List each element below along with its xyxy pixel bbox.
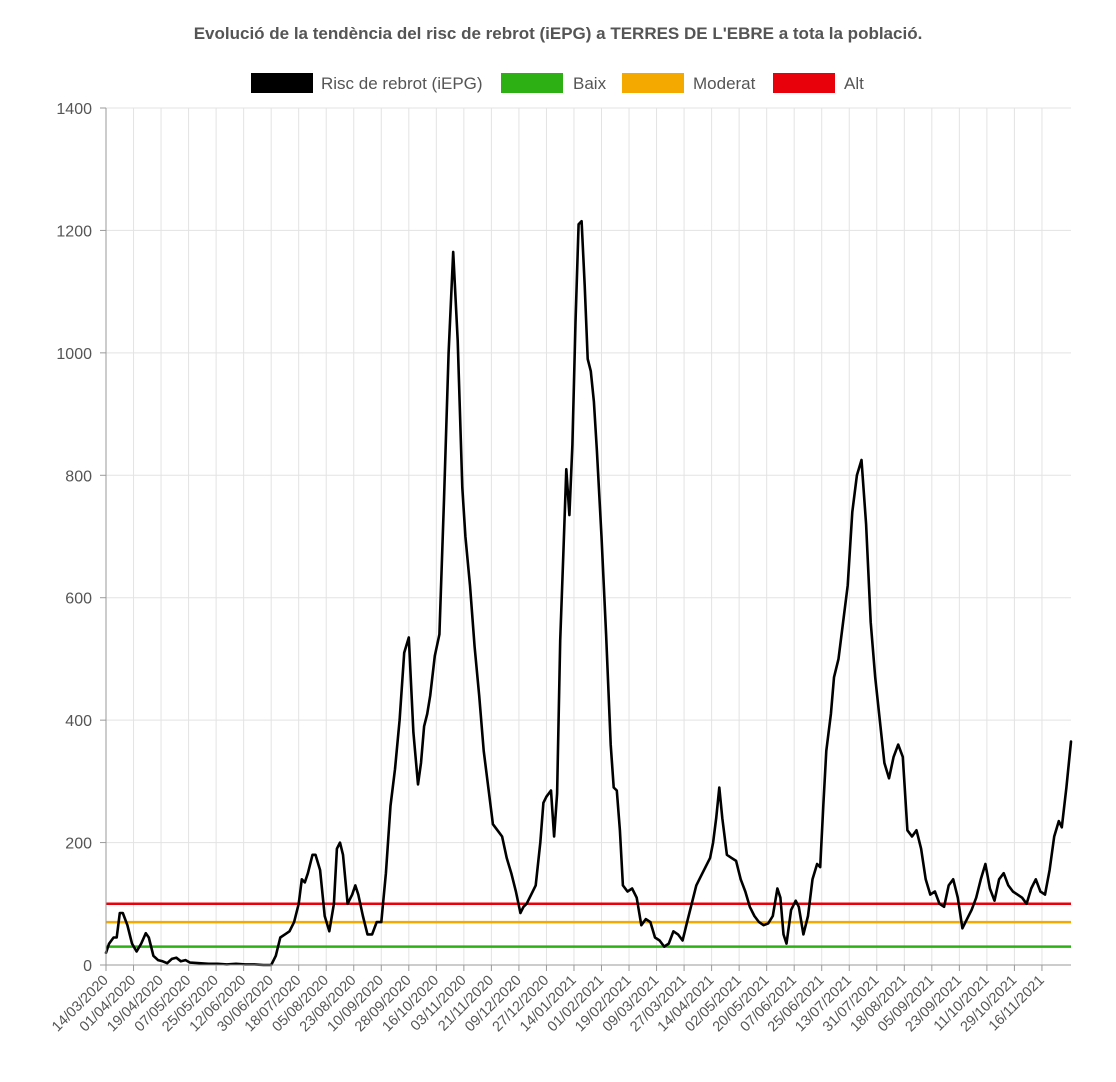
y-tick-label: 400 <box>65 713 92 730</box>
x-axis-ticks: 14/03/202001/04/202019/04/202007/05/2020… <box>49 965 1048 1035</box>
legend-item-risc[interactable]: Risc de rebrot (iEPG) <box>251 73 483 93</box>
legend: Risc de rebrot (iEPG) Baix Moderat Alt <box>251 73 864 93</box>
legend-swatch-moderat <box>622 73 684 93</box>
y-tick-label: 0 <box>83 958 92 975</box>
chart-title: Evolució de la tendència del risc de reb… <box>194 24 923 43</box>
y-axis-ticks: 0 200 400 600 800 1000 1200 1400 <box>56 101 106 975</box>
legend-item-alt[interactable]: Alt <box>773 73 864 93</box>
grid <box>105 107 1071 966</box>
legend-label-baix: Baix <box>573 74 607 93</box>
threshold-lines <box>106 902 1071 948</box>
legend-swatch-alt <box>773 73 835 93</box>
legend-item-baix[interactable]: Baix <box>501 73 607 93</box>
legend-label-risc: Risc de rebrot (iEPG) <box>321 74 483 93</box>
y-tick-label: 1200 <box>56 223 92 240</box>
legend-item-moderat[interactable]: Moderat <box>622 73 756 93</box>
y-tick-label: 200 <box>65 836 92 853</box>
legend-swatch-risc <box>251 73 313 93</box>
y-tick-label: 800 <box>65 468 92 485</box>
legend-label-moderat: Moderat <box>693 74 756 93</box>
y-tick-label: 1400 <box>56 101 92 118</box>
legend-swatch-baix <box>501 73 563 93</box>
y-tick-label: 600 <box>65 591 92 608</box>
axes <box>105 108 1071 966</box>
series-line-iepg <box>104 219 1073 967</box>
legend-label-alt: Alt <box>844 74 864 93</box>
y-tick-label: 1000 <box>56 346 92 363</box>
series-layer <box>104 219 1073 967</box>
